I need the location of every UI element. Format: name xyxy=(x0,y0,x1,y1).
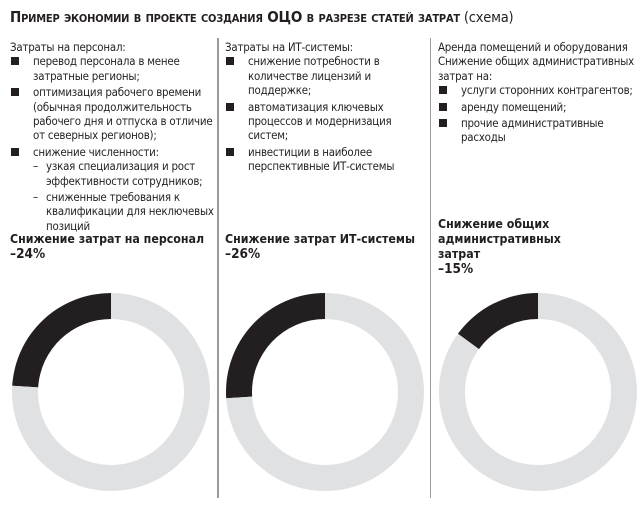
list-item-text: снижение потребности в количестве лиценз… xyxy=(248,54,380,98)
summary-it: Снижение затрат ИТ-системы –26% xyxy=(225,232,415,262)
column-personnel: Затраты на персонал: перевод персонала в … xyxy=(10,40,215,235)
column-it-systems: Затраты на ИТ-системы: снижение потребнос… xyxy=(225,40,430,176)
list-item: услуги сторонних контрагентов; xyxy=(438,83,638,97)
bullet-list: перевод персонала в менее затратные реги… xyxy=(10,54,215,233)
square-bullet-icon xyxy=(11,88,19,97)
summary-value: –26% xyxy=(225,246,261,262)
donut-slice-savings xyxy=(12,293,112,388)
title-note: (схема) xyxy=(463,10,514,26)
column-intro: Снижение общих административных затрат н… xyxy=(438,54,635,83)
sub-list-item: – узкая специализация и рост эффективност… xyxy=(33,159,215,188)
donut-slice-savings xyxy=(457,293,538,350)
page-title: Пример экономии в проекте создания ОЦО в… xyxy=(10,8,514,26)
column-rent: Аренда помещений и оборудования Снижение … xyxy=(438,40,638,147)
list-item: перевод персонала в менее затратные реги… xyxy=(10,54,215,83)
square-bullet-icon xyxy=(439,102,447,111)
summary-label: Снижение затрат на персонал xyxy=(10,232,205,246)
square-bullet-icon xyxy=(11,57,19,66)
column-heading: Затраты на ИТ-системы: xyxy=(225,40,353,54)
column-divider xyxy=(217,38,219,498)
summary-personnel: Снижение затрат на персонал –24% xyxy=(10,232,204,262)
square-bullet-icon xyxy=(226,57,234,66)
summary-label: Снижение затрат ИТ-системы xyxy=(225,232,415,246)
list-item: автоматизация ключевых процессов и модер… xyxy=(225,100,430,143)
dash-bullet-icon: – xyxy=(33,190,38,205)
square-bullet-icon xyxy=(439,119,447,128)
square-bullet-icon xyxy=(439,86,447,95)
list-item-text: услуги сторонних контрагентов; xyxy=(461,83,633,98)
column-divider xyxy=(430,38,431,498)
list-item-text: автоматизация ключевых процессов и модер… xyxy=(248,99,392,143)
dash-bullet-icon: – xyxy=(33,159,38,174)
sub-list-item-text: узкая специализация и рост эффективности… xyxy=(46,159,203,188)
summary-value: –15% xyxy=(438,261,474,277)
square-bullet-icon xyxy=(226,102,234,111)
bullet-list: услуги сторонних контрагентов; аренду пом… xyxy=(438,83,638,145)
sub-list-item: – сниженные требования к квалификации для… xyxy=(33,190,215,233)
title-bold: Пример экономии в проекте создания ОЦО в… xyxy=(10,8,460,26)
summary-value: –24% xyxy=(10,246,46,262)
list-item-text: снижение численности: xyxy=(33,144,159,159)
list-item-text: оптимизация рабочего времени (обычная пр… xyxy=(33,85,213,143)
donut-slice-savings xyxy=(226,293,325,399)
list-item: прочие административные расходы xyxy=(438,116,638,145)
list-item-text: инвестиции в наиболее перспективные ИТ-с… xyxy=(248,144,395,174)
summary-label: Снижение общих административных затрат xyxy=(438,217,561,261)
summary-admin: Снижение общих административных затрат –1… xyxy=(438,217,588,277)
list-item-text: прочие административные расходы xyxy=(461,116,604,145)
sub-list-item-text: сниженные требования к квалификации для … xyxy=(46,190,214,233)
list-item: снижение численности: – узкая специализаци… xyxy=(10,145,215,233)
bullet-list: снижение потребности в количестве лиценз… xyxy=(225,54,430,173)
list-item: инвестиции в наиболее перспективные ИТ-с… xyxy=(225,145,430,174)
column-heading: Аренда помещений и оборудования xyxy=(438,40,628,54)
sub-list: – узкая специализация и рост эффективност… xyxy=(33,159,215,233)
list-item-text: аренду помещений; xyxy=(461,99,567,114)
list-item-text: перевод персонала в менее затратные реги… xyxy=(33,54,180,83)
square-bullet-icon xyxy=(11,147,19,156)
column-heading: Затраты на персонал: xyxy=(10,40,126,54)
list-item: оптимизация рабочего времени (обычная пр… xyxy=(10,85,215,143)
list-item: снижение потребности в количестве лиценз… xyxy=(225,54,430,97)
list-item: аренду помещений; xyxy=(438,100,638,114)
square-bullet-icon xyxy=(226,147,234,156)
